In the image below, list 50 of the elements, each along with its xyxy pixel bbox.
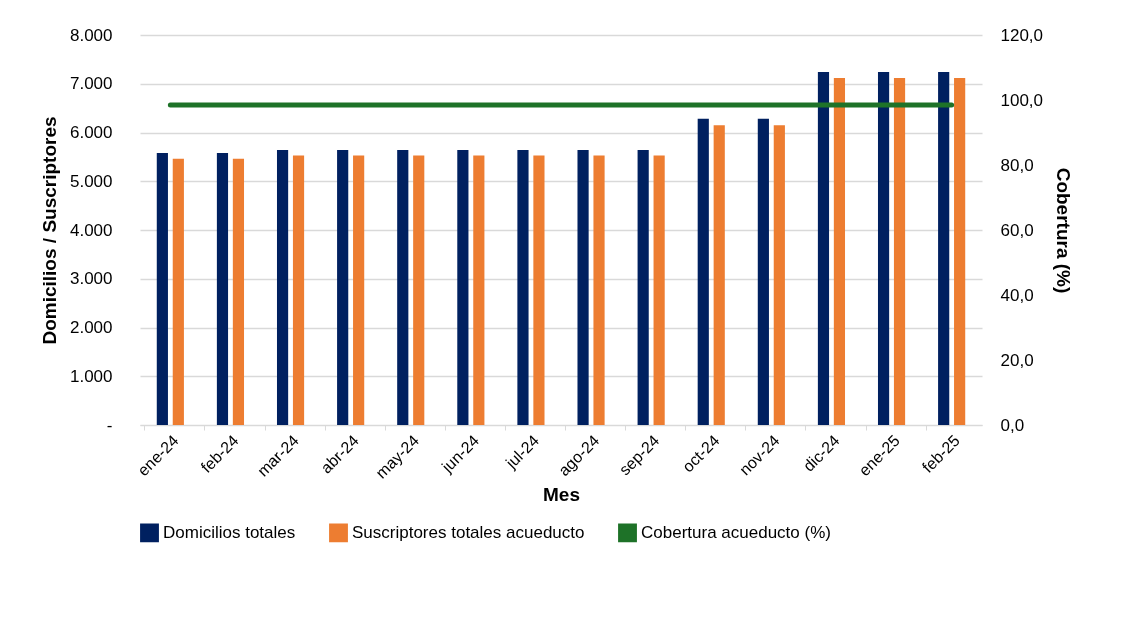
y2-tick-label: 120,0 xyxy=(1000,25,1044,45)
bar xyxy=(232,158,245,425)
y-tick-label: 4.000 xyxy=(69,220,113,240)
bar xyxy=(833,77,846,425)
bar xyxy=(276,150,289,425)
bar xyxy=(713,125,725,425)
bar xyxy=(893,77,906,425)
bar xyxy=(216,152,229,425)
x-axis-title: Mes xyxy=(543,483,580,505)
y-tick-label: 8.000 xyxy=(69,25,113,45)
bar xyxy=(757,118,769,425)
bar xyxy=(457,150,469,425)
bar xyxy=(292,155,305,425)
y2-tick-label: 0,0 xyxy=(1000,415,1025,435)
bar xyxy=(938,72,950,425)
y2-axis-title: Cobertura (%) xyxy=(1053,167,1075,294)
bar xyxy=(954,77,966,425)
y-tick-label: 2.000 xyxy=(69,318,113,337)
y-tick-label: - xyxy=(106,415,113,435)
legend-label: Suscriptores totales acueducto xyxy=(352,522,585,542)
bar xyxy=(593,155,605,425)
y2-tick-label: 40,0 xyxy=(1000,285,1034,305)
y2-tick-label: 60,0 xyxy=(1000,220,1034,240)
bar xyxy=(773,125,785,425)
bar xyxy=(577,150,589,425)
bar xyxy=(413,155,425,425)
y-axis-title: Domicilios / Suscriptores xyxy=(38,116,60,345)
bar xyxy=(172,158,184,425)
bar xyxy=(397,150,409,425)
y-tick-label: 3.000 xyxy=(69,269,113,289)
bar xyxy=(156,152,168,425)
legend-label: Domicilios totales xyxy=(163,522,296,542)
bar xyxy=(637,150,649,425)
bar xyxy=(697,118,709,425)
bar xyxy=(817,72,830,425)
bar xyxy=(337,150,349,425)
y-tick-label: 7.000 xyxy=(69,74,113,94)
bar xyxy=(653,155,665,425)
bar xyxy=(517,150,529,425)
bar xyxy=(877,72,890,425)
bar xyxy=(473,155,485,425)
y-tick-label: 1.000 xyxy=(69,366,113,386)
y2-tick-label: 20,0 xyxy=(1000,350,1034,370)
y-tick-label: 5.000 xyxy=(69,171,113,191)
y-tick-label: 6.000 xyxy=(69,123,113,142)
bar xyxy=(353,155,365,425)
y2-tick-label: 80,0 xyxy=(1000,155,1034,175)
bar xyxy=(533,155,545,425)
legend-label: Cobertura acueducto (%) xyxy=(641,522,831,542)
y2-tick-label: 100,0 xyxy=(1000,90,1044,110)
